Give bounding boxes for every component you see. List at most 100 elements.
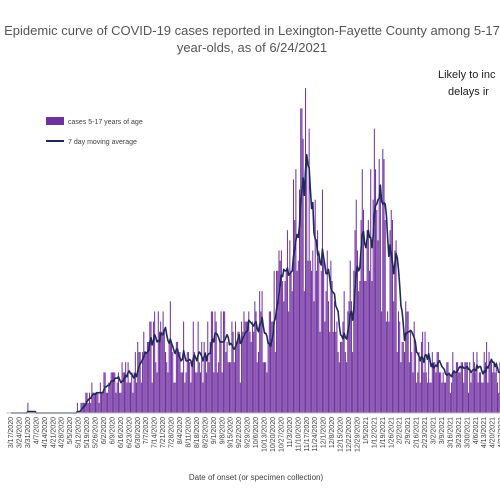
x-tick-label: 8/11/2020 xyxy=(185,417,192,448)
case-bar xyxy=(187,352,189,413)
case-bar xyxy=(350,301,352,413)
case-bar xyxy=(472,352,474,413)
x-tick-label: 5/19/2020 xyxy=(84,417,91,448)
case-bar xyxy=(280,250,282,413)
x-tick-label: 4/21/2020 xyxy=(50,417,57,448)
case-bar xyxy=(190,382,192,413)
case-bar xyxy=(428,341,430,413)
x-tick-label: 4/14/2020 xyxy=(42,417,49,448)
case-bar xyxy=(323,260,325,413)
x-tick-label: 4/20/2021 xyxy=(490,417,497,448)
case-bar xyxy=(191,362,193,413)
case-bar xyxy=(122,372,124,414)
case-bar xyxy=(286,230,288,413)
case-bar xyxy=(285,270,287,413)
case-bar xyxy=(220,311,222,413)
case-bar xyxy=(143,331,145,413)
case-bar xyxy=(178,352,180,413)
case-bar xyxy=(272,321,274,413)
x-tick-label: 3/2/2021 xyxy=(431,417,438,444)
case-bar xyxy=(265,362,267,413)
case-bar xyxy=(138,352,140,413)
case-bar xyxy=(115,392,117,413)
x-tick-label: 10/20/2020 xyxy=(270,417,277,452)
case-bar xyxy=(151,382,153,413)
case-bar xyxy=(260,311,262,413)
x-tick-label: 3/16/2021 xyxy=(447,417,454,448)
case-bar xyxy=(463,382,465,413)
case-bar xyxy=(242,331,244,413)
case-bar xyxy=(171,341,173,413)
case-bar xyxy=(384,220,386,413)
case-bar xyxy=(373,128,375,414)
case-bar xyxy=(483,352,485,413)
case-bar xyxy=(214,311,216,413)
case-bar xyxy=(193,352,195,413)
case-bar xyxy=(302,138,304,413)
case-bar xyxy=(381,311,383,413)
case-bar xyxy=(253,331,255,413)
case-bar xyxy=(319,331,321,413)
case-bar xyxy=(294,220,296,413)
x-tick-label: 7/28/2020 xyxy=(169,417,176,448)
legend: cases 5-17 years of age 7 day moving ave… xyxy=(46,117,143,146)
case-bar xyxy=(446,362,448,413)
case-bar xyxy=(204,352,206,413)
case-bar xyxy=(180,372,182,414)
case-bar xyxy=(471,372,473,414)
x-tick-label: 5/5/2020 xyxy=(67,417,74,444)
case-bar xyxy=(207,321,209,413)
case-bar xyxy=(283,301,285,413)
case-bar xyxy=(321,189,323,413)
case-bar xyxy=(270,311,272,413)
moving-average-line xyxy=(11,153,500,414)
case-bar xyxy=(91,382,93,413)
case-bar xyxy=(257,352,259,413)
case-bar xyxy=(401,341,403,413)
case-bar xyxy=(101,392,103,413)
case-bar xyxy=(114,372,116,414)
case-bar xyxy=(155,362,157,413)
x-tick-label: 12/15/2020 xyxy=(338,417,345,452)
x-tick-label: 10/13/2020 xyxy=(262,417,269,452)
case-bar xyxy=(370,169,372,413)
case-bar xyxy=(311,270,313,413)
case-bar xyxy=(437,352,439,413)
case-bar xyxy=(478,372,480,414)
x-tick-label: 11/17/2020 xyxy=(304,417,311,452)
case-bar xyxy=(123,372,125,414)
x-tick-label: 3/9/2021 xyxy=(439,417,446,444)
case-bar xyxy=(354,230,356,413)
case-bar xyxy=(142,352,144,413)
x-tick-label: 6/16/2020 xyxy=(118,417,125,448)
case-bar xyxy=(251,321,253,413)
case-bar xyxy=(400,362,402,413)
case-bar xyxy=(498,392,500,413)
case-bar xyxy=(274,352,276,413)
case-bar xyxy=(254,301,256,413)
bar-series xyxy=(27,88,500,414)
x-tick-label: 3/31/2020 xyxy=(25,417,32,448)
case-bar xyxy=(303,291,305,414)
case-bar xyxy=(390,209,392,414)
case-bar xyxy=(388,321,390,413)
case-bar xyxy=(107,392,109,413)
case-bar xyxy=(449,392,451,413)
case-bar xyxy=(419,382,421,413)
case-bar xyxy=(192,321,194,413)
case-bar xyxy=(420,341,422,413)
case-bar xyxy=(424,331,426,413)
case-bar xyxy=(410,331,412,413)
case-bar xyxy=(337,352,339,413)
x-tick-label: 9/29/2020 xyxy=(245,417,252,448)
case-bar xyxy=(121,362,123,413)
case-bar xyxy=(167,372,169,414)
case-bar xyxy=(414,341,416,413)
case-bar xyxy=(431,352,433,413)
case-bar xyxy=(88,392,90,413)
case-bar xyxy=(423,372,425,414)
case-bar xyxy=(105,392,107,413)
case-bar xyxy=(181,372,183,414)
case-bar xyxy=(342,321,344,413)
